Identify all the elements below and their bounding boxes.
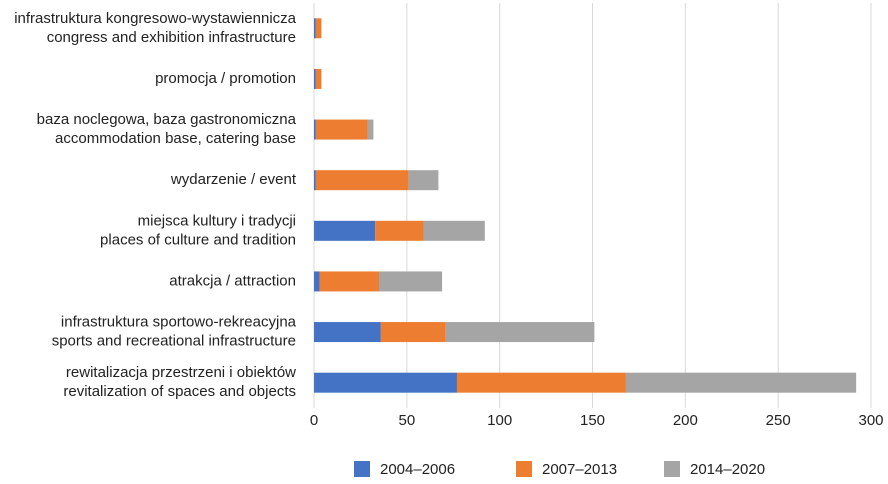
bar-segment xyxy=(367,119,374,140)
bar-segment xyxy=(319,271,379,292)
legend-swatch xyxy=(516,461,532,477)
x-tick-label: 150 xyxy=(580,412,605,429)
x-tick-label: 300 xyxy=(858,412,883,429)
bar-segment xyxy=(314,372,457,393)
y-tick-label: congress and exhibition infrastructure xyxy=(47,29,296,46)
x-tick-label: 50 xyxy=(398,412,415,429)
bar-segment xyxy=(314,18,316,39)
y-tick-label: sports and recreational infrastructure xyxy=(52,333,296,350)
y-tick-label: revitalization of spaces and objects xyxy=(63,383,296,400)
bar-segment xyxy=(314,220,376,241)
x-tick-label: 100 xyxy=(487,412,512,429)
y-tick-label: rewitalizacja przestrzeni i obiektów xyxy=(66,364,296,381)
bar-segment xyxy=(314,170,316,191)
bar-segment xyxy=(315,68,322,89)
y-tick-label: places of culture and tradition xyxy=(100,231,296,248)
x-tick-label: 250 xyxy=(766,412,791,429)
legend-swatch xyxy=(664,461,680,477)
bar-segment xyxy=(314,68,316,89)
y-tick-label: baza noclegowa, baza gastronomiczna xyxy=(37,111,297,128)
bar-segment xyxy=(408,170,439,191)
bar-segment xyxy=(456,372,626,393)
legend-label: 2014–2020 xyxy=(690,461,765,478)
bar-segment xyxy=(378,271,443,292)
legend-label: 2007–2013 xyxy=(542,461,617,478)
bar-segment xyxy=(423,220,485,241)
bar-segment xyxy=(315,119,368,140)
legend-label: 2004–2006 xyxy=(380,461,455,478)
bar-segment xyxy=(314,119,316,140)
x-tick-label: 0 xyxy=(310,412,318,429)
y-tick-label: wydarzenie / event xyxy=(170,171,297,188)
bar-segment xyxy=(445,322,595,343)
legend-swatch xyxy=(354,461,370,477)
x-tick-label: 200 xyxy=(673,412,698,429)
y-tick-label: infrastruktura kongresowo-wystawiennicza xyxy=(14,10,296,27)
bar-segment xyxy=(315,18,322,39)
bar-segment xyxy=(625,372,857,393)
bar-segment xyxy=(314,271,320,292)
y-tick-label: atrakcja / attraction xyxy=(169,272,296,289)
y-tick-label: infrastruktura sportowo-rekreacyjna xyxy=(61,314,297,331)
y-tick-label: accommodation base, catering base xyxy=(55,130,296,147)
y-tick-label: promocja / promotion xyxy=(155,70,296,87)
bar-segment xyxy=(314,322,381,343)
y-tick-label: miejsca kultury i tradycji xyxy=(138,212,296,229)
bar-segment xyxy=(380,322,446,343)
bar-segment xyxy=(375,220,424,241)
bar-segment xyxy=(315,170,409,191)
